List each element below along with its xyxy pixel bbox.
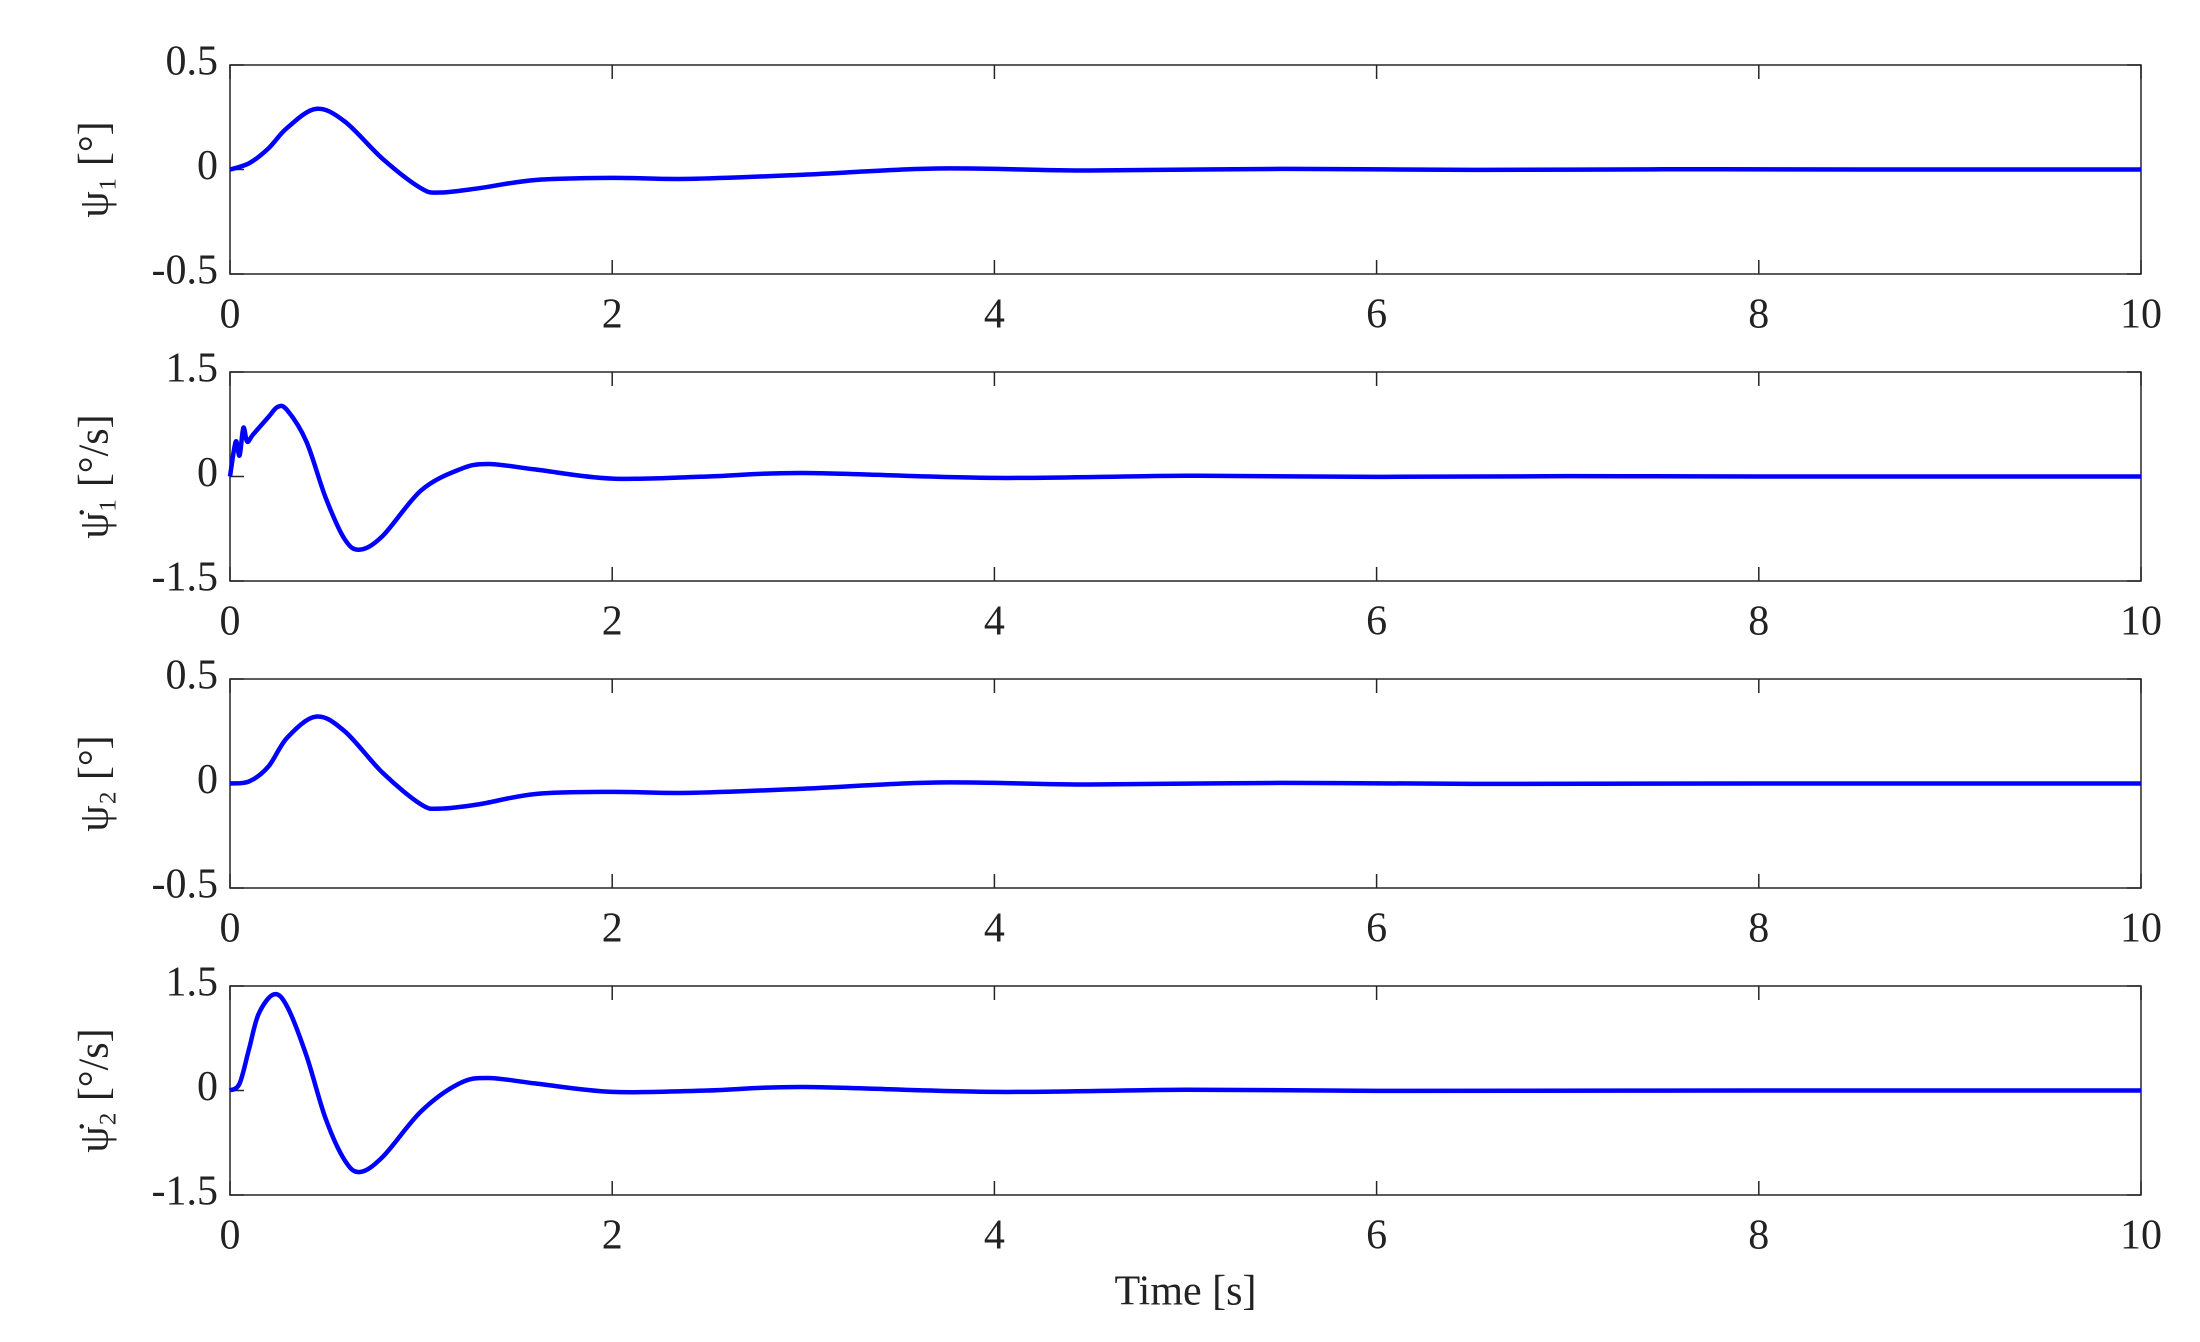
- data-line: [229, 106, 2142, 195]
- y-axis-label: ψ₁ [°]: [72, 121, 118, 217]
- data-line: [229, 714, 2142, 812]
- y-tick-label: 0: [197, 143, 218, 189]
- x-tick-label: 2: [602, 906, 623, 952]
- data-line: [227, 403, 2142, 552]
- y-tick-label: -0.5: [152, 862, 219, 908]
- y-tick-label: 0.5: [166, 39, 219, 85]
- x-tick-label: 10: [2120, 292, 2162, 338]
- x-tick-label: 2: [602, 599, 623, 645]
- x-axis-label: Time [s]: [1115, 1269, 1257, 1315]
- x-tick-label: 2: [602, 1213, 623, 1259]
- x-tick-label: 0: [220, 599, 241, 645]
- x-tick-label: 4: [984, 906, 1005, 952]
- x-tick-label: 4: [984, 599, 1005, 645]
- x-tick-label: 10: [2120, 599, 2162, 645]
- x-tick-label: 8: [1748, 599, 1769, 645]
- x-tick-label: 6: [1366, 599, 1387, 645]
- y-tick-label: 0: [197, 1064, 218, 1110]
- x-tick-label: 8: [1748, 1213, 1769, 1259]
- x-tick-label: 6: [1366, 292, 1387, 338]
- x-tick-label: 4: [984, 1213, 1005, 1259]
- x-tick-label: 0: [220, 1213, 241, 1259]
- y-tick-label: -0.5: [152, 248, 219, 294]
- y-tick-label: 1.5: [166, 960, 219, 1006]
- x-tick-label: 10: [2120, 1213, 2162, 1259]
- y-axis-label: ψ₂ [°]: [72, 735, 118, 831]
- y-tick-label: -1.5: [152, 1169, 219, 1215]
- x-tick-label: 6: [1366, 1213, 1387, 1259]
- y-tick-label: -1.5: [152, 555, 219, 601]
- y-tick-label: 0: [197, 757, 218, 803]
- x-tick-label: 0: [220, 906, 241, 952]
- x-tick-label: 10: [2120, 906, 2162, 952]
- data-line: [228, 991, 2142, 1175]
- x-tick-label: 8: [1748, 292, 1769, 338]
- x-tick-label: 2: [602, 292, 623, 338]
- y-tick-label: 0.5: [166, 653, 219, 699]
- y-tick-label: 0: [197, 450, 218, 496]
- y-tick-label: 1.5: [166, 346, 219, 392]
- y-axis-label: ψ̇₂ [°/s]: [72, 1028, 118, 1152]
- y-axis-label: ψ̇₁ [°/s]: [72, 414, 118, 538]
- x-tick-label: 4: [984, 292, 1005, 338]
- x-tick-label: 6: [1366, 906, 1387, 952]
- x-tick-label: 8: [1748, 906, 1769, 952]
- x-tick-label: 0: [220, 292, 241, 338]
